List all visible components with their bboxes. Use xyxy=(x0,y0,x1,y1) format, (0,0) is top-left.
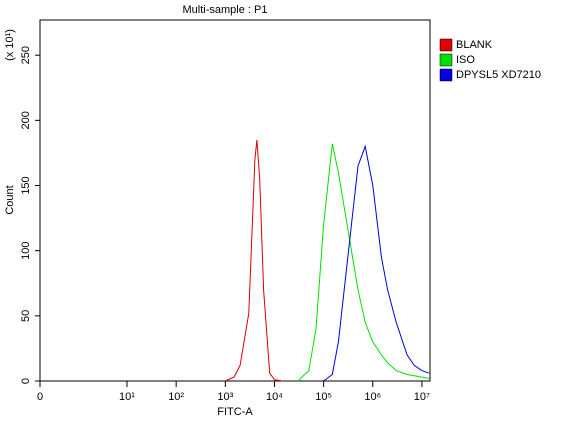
y-tick-label: 200 xyxy=(20,111,32,129)
y-unit-label: (x 10¹) xyxy=(4,29,16,61)
y-tick-label: 250 xyxy=(20,46,32,64)
x-tick-label: 10⁵ xyxy=(315,391,332,403)
legend-label: DPYSL5 XD7210 xyxy=(456,69,541,81)
x-tick-label: 10³ xyxy=(217,391,233,403)
y-tick-label: 0 xyxy=(20,378,32,384)
y-axis-label: Count xyxy=(4,185,16,214)
legend-label: ISO xyxy=(456,54,475,66)
series-line xyxy=(225,139,284,382)
x-tick-label: 10⁶ xyxy=(364,391,381,403)
x-tick-label: 0 xyxy=(37,391,43,403)
x-tick-label: 10² xyxy=(168,391,184,403)
series-line xyxy=(297,143,430,382)
chart-title: Multi-sample : P1 xyxy=(183,4,268,16)
x-tick-label: 10⁷ xyxy=(414,391,430,403)
x-tick-label: 10¹ xyxy=(119,391,135,403)
y-tick-label: 150 xyxy=(20,176,32,194)
legend-swatch xyxy=(439,53,453,67)
legend-swatch xyxy=(439,68,453,82)
legend-swatch xyxy=(439,38,453,52)
y-tick-label: 100 xyxy=(20,241,32,259)
plot-frame xyxy=(39,19,431,382)
legend-label: BLANK xyxy=(456,39,493,51)
series-line xyxy=(323,144,430,382)
y-tick-label: 50 xyxy=(20,310,32,322)
x-axis-label: FITC-A xyxy=(217,406,253,418)
x-tick-label: 10⁴ xyxy=(266,391,283,403)
